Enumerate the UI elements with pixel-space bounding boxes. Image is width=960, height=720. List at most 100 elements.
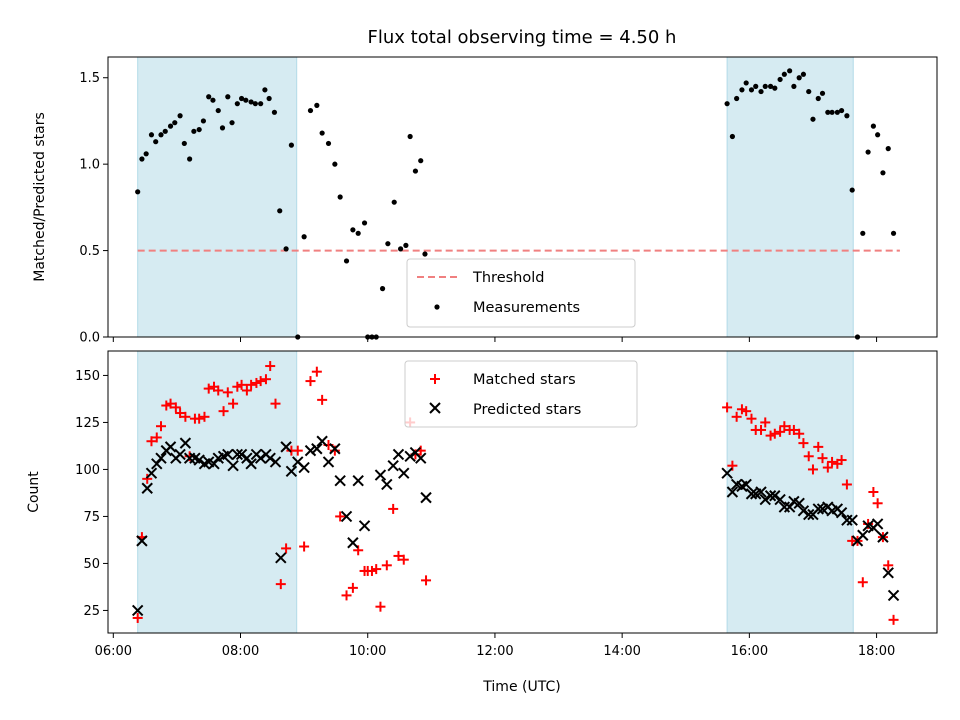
matched-star-point — [803, 451, 814, 462]
predicted-star-point — [347, 537, 359, 549]
matched-star-point — [371, 564, 382, 575]
matched-star-point — [151, 432, 162, 443]
measurement-point — [758, 88, 764, 95]
measurement-point — [229, 120, 235, 126]
measurement-point — [210, 97, 216, 103]
predicted-star-point — [745, 488, 758, 500]
x-tick-label: 08:00 — [222, 644, 259, 659]
matched-star-point — [836, 455, 847, 466]
predicted-stars-points — [131, 435, 900, 617]
matched-star-point — [883, 560, 894, 571]
measurement-point — [288, 142, 294, 148]
predicted-star-point — [222, 448, 234, 461]
matched-star-point — [317, 394, 328, 405]
y-tick-label: 1.0 — [79, 158, 100, 173]
measurement-point — [844, 113, 850, 119]
matched-star-point — [872, 498, 883, 509]
matched-star-point — [813, 441, 824, 452]
matched-star-point — [807, 464, 818, 475]
predicted-star-point — [231, 448, 244, 461]
matched-star-point — [798, 438, 809, 449]
matched-star-point — [228, 398, 239, 409]
bottom-x-ticks: 06:00 08:00 10:00 12:00 14:00 16:00 18:00 — [95, 633, 895, 659]
measurement-point — [314, 102, 320, 108]
measurement-point — [379, 286, 386, 292]
measurement-point — [143, 151, 149, 157]
measurement-point — [762, 83, 768, 89]
predicted-star-point — [145, 467, 158, 479]
measurement-point — [729, 133, 736, 140]
measurement-point — [325, 140, 332, 147]
measurement-point — [724, 101, 730, 107]
measurement-point — [238, 95, 245, 102]
matched-star-point — [175, 408, 186, 419]
bottom-shaded-intervals — [137, 350, 854, 634]
measurement-point — [167, 123, 174, 129]
legend-threshold-label: Threshold — [472, 270, 544, 286]
matched-star-point — [827, 456, 838, 467]
predicted-star-point — [179, 437, 192, 449]
predicted-star-point — [404, 450, 416, 462]
predicted-star-point — [164, 441, 177, 453]
measurement-point — [215, 107, 221, 114]
predicted-star-point — [726, 486, 739, 498]
matched-star-point — [863, 518, 874, 529]
measurement-point — [307, 107, 314, 114]
predicted-star-point — [304, 444, 317, 457]
predicted-star-point — [358, 520, 371, 532]
predicted-star-point — [882, 567, 894, 579]
matched-star-point — [775, 426, 786, 437]
y-tick-label: 75 — [83, 510, 100, 525]
matched-star-point — [746, 413, 757, 424]
measurement-point — [385, 241, 391, 247]
matched-star-point — [180, 411, 191, 422]
predicted-star-point — [334, 475, 346, 487]
predicted-star-point — [275, 552, 287, 564]
measurement-point — [829, 109, 835, 115]
predicted-star-point — [803, 508, 815, 521]
x-tick-label: 12:00 — [476, 644, 513, 659]
legend-measurements-label: Measurements — [473, 300, 580, 316]
predicted-star-point — [759, 493, 771, 506]
measurement-point — [271, 109, 278, 115]
bottom-legend: Matched stars Predicted stars — [404, 360, 638, 428]
measurement-point — [181, 140, 187, 147]
predicted-star-point — [871, 518, 884, 530]
y-tick-label: 25 — [83, 604, 100, 619]
matched-star-point — [329, 445, 340, 456]
measurement-point — [781, 71, 787, 77]
matched-star-point — [203, 383, 214, 394]
matched-star-point — [292, 445, 303, 456]
measurement-point — [153, 139, 159, 145]
predicted-star-point — [174, 448, 186, 461]
predicted-star-point — [280, 441, 292, 453]
x-tick-label: 18:00 — [858, 644, 895, 659]
matched-star-point — [722, 402, 733, 413]
measurement-point — [865, 149, 871, 155]
measurement-point — [418, 158, 424, 164]
measurement-point — [849, 187, 855, 193]
y-tick-label: 0.5 — [79, 244, 100, 259]
measurement-point — [815, 95, 821, 102]
legend-matched-label: Matched stars — [473, 372, 576, 388]
predicted-star-point — [793, 497, 805, 509]
legend-matched-swatch — [430, 374, 440, 384]
matched-star-point — [760, 417, 771, 428]
x-tick-label: 14:00 — [603, 644, 640, 659]
matched-star-point — [822, 462, 833, 473]
measurement-point — [880, 170, 886, 176]
measurement-point — [739, 87, 745, 93]
legend-measurements-swatch — [434, 304, 440, 310]
shaded-interval-2 — [726, 350, 854, 634]
predicted-star-point — [340, 510, 353, 523]
shaded-interval-2 — [726, 56, 854, 338]
predicted-star-point — [835, 506, 848, 519]
predicted-star-point — [755, 486, 767, 498]
predicted-star-point — [877, 531, 889, 543]
measurement-point — [355, 230, 361, 236]
predicted-star-point — [264, 452, 276, 464]
matched-star-point — [769, 428, 780, 439]
measurement-point — [412, 168, 419, 174]
measurement-point — [838, 107, 845, 114]
matched-star-point — [868, 487, 879, 497]
